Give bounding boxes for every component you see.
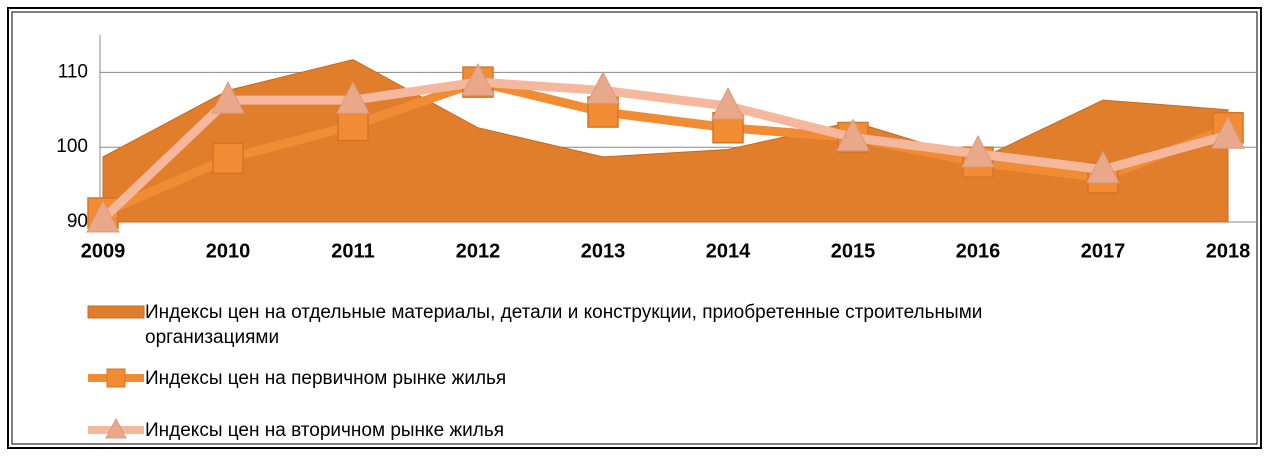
marker-triangle [836,118,870,151]
marker-square [337,109,369,142]
legend-label: Индексы цен на вторичном рынке жилья [145,420,505,441]
x-tick-label: 2015 [831,240,876,262]
marker-square [212,142,244,175]
line [99,77,1230,223]
frame-inner [11,11,1258,445]
marker-triangle [711,86,745,120]
marker-triangle [86,199,120,233]
x-tick-label: 2014 [706,240,751,262]
x-tick-label: 2016 [956,240,1001,262]
line [101,77,1230,218]
y-tick-label: 110 [58,61,88,82]
y-tick-label: 90 [67,211,88,232]
marker-triangle [211,80,245,114]
x-tick-label: 2011 [331,240,374,262]
marker-triangle [961,134,995,168]
frame [7,7,1262,449]
marker-triangle [1211,116,1245,149]
x-tick-label: 2012 [456,240,501,262]
marker-triangle [1086,150,1120,184]
legend-marker [105,417,127,439]
x-tick-label: 2009 [81,240,126,262]
marker-triangle [461,63,495,96]
marker-triangle [586,71,620,104]
x-tick-label: 2010 [206,240,251,262]
x-tick-label: 2013 [581,240,626,262]
legend-swatch [87,305,145,319]
legend-label: Индексы цен на первичном рынке жилья [145,368,507,389]
legend-marker [106,368,126,388]
marker-triangle [336,80,370,114]
x-tick-label: 2017 [1081,240,1126,262]
x-tick-label: 2018 [1206,240,1251,262]
legend-label: Индексы цен на отдельные материалы, дета… [145,302,983,348]
y-tick-label: 100 [56,136,88,157]
